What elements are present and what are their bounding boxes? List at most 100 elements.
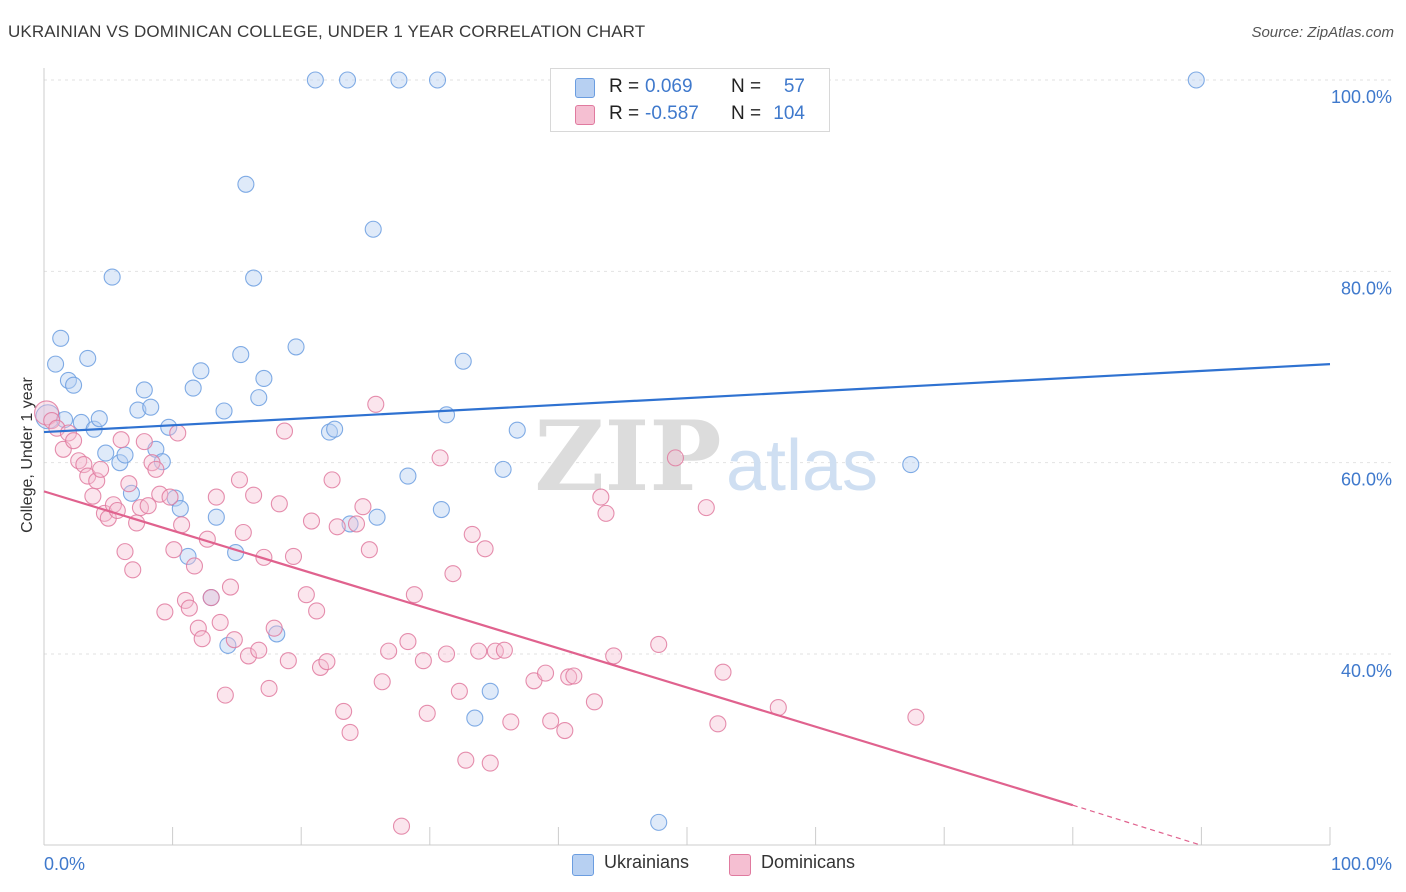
ukrainians-point xyxy=(432,500,450,519)
dominicans-point xyxy=(444,565,462,583)
dominicans-swatch-icon xyxy=(575,105,595,125)
ukrainians-point xyxy=(287,338,305,356)
ukrainians-point xyxy=(368,508,386,526)
dominicans-point xyxy=(284,547,303,565)
dominicans-point xyxy=(556,721,574,740)
dominicans-point xyxy=(481,754,499,772)
watermark-zip: ZIP xyxy=(534,400,721,513)
dominicans-point xyxy=(165,541,183,559)
bottom-legend-label: Ukrainians xyxy=(604,852,690,872)
ukrainians-point xyxy=(122,484,140,502)
chart-title: UKRAINIAN VS DOMINICAN COLLEGE, UNDER 1 … xyxy=(8,22,646,41)
dominicans-point xyxy=(84,487,102,505)
dominicans-point xyxy=(173,516,191,534)
dominicans-point xyxy=(318,653,336,671)
ukrainians-point xyxy=(390,71,408,89)
dominicans-point xyxy=(185,557,204,575)
ukrainians-point xyxy=(364,220,382,238)
dominicans-point xyxy=(560,668,578,686)
dominicans-point xyxy=(169,424,187,442)
dominicans-point xyxy=(92,460,110,478)
ukrainians-point xyxy=(129,401,147,419)
ukrainians-point xyxy=(97,444,115,462)
legend-n-value: 104 xyxy=(773,103,805,124)
dominicans-point xyxy=(450,682,468,700)
dominicans-point xyxy=(180,599,198,617)
dominicans-point xyxy=(414,652,432,670)
dominicans-point xyxy=(147,460,165,478)
dominicans-point xyxy=(354,498,372,516)
dominicans-point xyxy=(709,715,727,733)
y-tick-label-60: 60.0% xyxy=(1341,470,1392,490)
ukrainians-point xyxy=(142,398,160,416)
dominicans-point xyxy=(495,641,513,659)
dominicans-point xyxy=(486,642,504,660)
ukrainians-swatch-icon xyxy=(575,78,595,98)
ukrainians-trend-line xyxy=(43,363,1331,434)
legend-r-value: 0.069 xyxy=(645,76,693,97)
x-tick-label-min: 0.0% xyxy=(44,854,85,874)
legend-r-label: R = xyxy=(609,76,640,97)
watermark-atlas: atlas xyxy=(726,426,878,506)
dominicans-trend-extension xyxy=(1072,804,1202,846)
dominicans-point xyxy=(311,658,330,676)
dominicans-point xyxy=(230,471,249,489)
dominicans-point xyxy=(176,591,195,609)
dominicans-legend-swatch-icon xyxy=(729,854,751,876)
ukrainians-point xyxy=(437,406,456,424)
dominicans-point xyxy=(216,686,234,704)
ukrainians-point xyxy=(215,402,233,420)
ukrainians-point xyxy=(232,346,250,364)
dominicans-point xyxy=(565,667,583,685)
dominicans-point xyxy=(399,633,417,651)
ukrainians-point xyxy=(650,813,668,831)
dominicans-point xyxy=(302,512,321,530)
dominicans-point xyxy=(308,602,326,620)
ukrainians-point xyxy=(116,446,134,464)
ukrainians-point xyxy=(207,508,225,526)
y-tick-label-40: 40.0% xyxy=(1341,661,1392,681)
dominicans-point xyxy=(270,495,288,513)
dominicans-point xyxy=(265,619,283,637)
dominicans-point xyxy=(457,751,475,769)
dominicans-point xyxy=(239,647,258,665)
dominicans-point xyxy=(207,488,225,506)
watermark: ZIP atlas xyxy=(534,400,878,513)
dominicans-point xyxy=(697,499,715,517)
ukrainians-point xyxy=(192,362,210,380)
dominicans-point xyxy=(373,673,391,691)
dominicans-point xyxy=(335,702,353,720)
dominicans-point xyxy=(112,431,130,449)
dominicans-point xyxy=(279,652,297,670)
dominicans-point xyxy=(221,578,240,596)
dominicans-point xyxy=(418,704,436,722)
ukrainians-point xyxy=(219,636,237,654)
data-points xyxy=(34,71,1205,835)
ukrainians-point xyxy=(428,71,447,89)
dominicans-point xyxy=(341,723,359,741)
dominicans-point xyxy=(380,642,398,660)
dominicans-point xyxy=(666,449,684,467)
ukrainians-point xyxy=(250,389,268,407)
legend-n-label: N = xyxy=(731,76,762,97)
dominicans-trend-line xyxy=(43,490,1074,807)
legend-n-value: 57 xyxy=(783,76,805,97)
bottom-legend-label: Dominicans xyxy=(761,852,856,872)
dominicans-point xyxy=(367,395,385,413)
dominicans-point xyxy=(245,486,263,504)
dominicans-point xyxy=(156,603,174,621)
ukrainians-point xyxy=(341,515,359,533)
dominicans-point xyxy=(139,497,157,515)
dominicans-point xyxy=(275,422,294,440)
dominicans-point xyxy=(431,449,449,467)
dominicans-point xyxy=(592,488,610,506)
ukrainians-point xyxy=(399,467,417,485)
dominicans-point xyxy=(907,708,925,726)
ukrainians-point xyxy=(326,420,344,438)
ukrainians-point xyxy=(902,456,920,474)
dominicans-point xyxy=(193,630,211,648)
dominicans-point xyxy=(135,433,153,451)
tick-labels: 0.0% 100.0% 40.0% 60.0% 80.0% 100.0% xyxy=(44,87,1392,874)
dominicans-point xyxy=(225,631,243,649)
